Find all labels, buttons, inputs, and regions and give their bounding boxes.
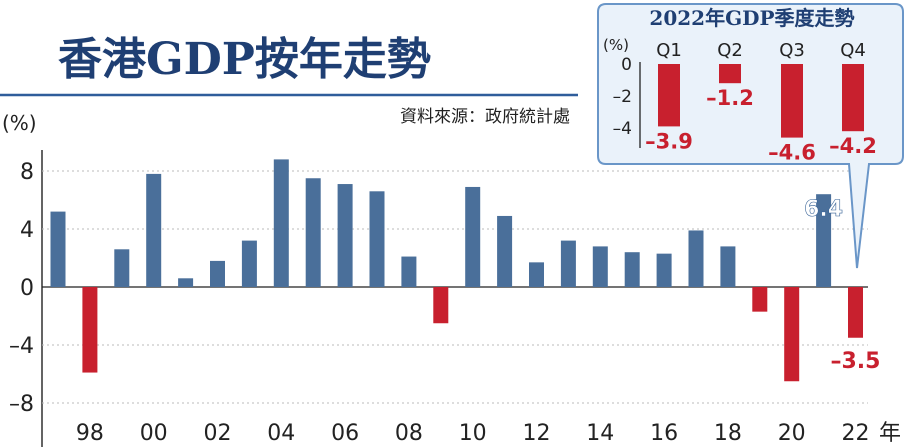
x-tick-label: 20 bbox=[778, 421, 806, 446]
y-tick-labels: 8 4 0 –4 –8 bbox=[9, 160, 34, 417]
page-title: 香港GDP按年走勢 bbox=[58, 34, 431, 85]
bar-1998 bbox=[82, 287, 98, 373]
x-tick-label: 04 bbox=[267, 421, 295, 446]
main-ylabel: (%) bbox=[2, 111, 37, 135]
inset-bars bbox=[658, 64, 864, 138]
y-tick-label: 0 bbox=[20, 276, 34, 301]
bar-2007 bbox=[369, 191, 385, 287]
inset-data-label-Q1: –3.9 bbox=[645, 129, 693, 153]
quarterly-inset: 2022年GDP季度走勢 (%) 0 –2 –4 Q1 Q2 Q3 Q4 –3.9 –1.2… bbox=[597, 3, 904, 269]
inset-y-tick-label: –4 bbox=[613, 119, 632, 139]
x-tick-label: 12 bbox=[523, 421, 551, 446]
bar-2011 bbox=[497, 215, 513, 287]
x-tick-label: 18 bbox=[714, 421, 742, 446]
bar-2002 bbox=[210, 260, 225, 287]
inset-bar-Q2 bbox=[719, 64, 741, 84]
x-tick-label: 02 bbox=[204, 421, 232, 446]
inset-quarter-label: Q1 bbox=[656, 40, 682, 61]
bar-2004 bbox=[273, 159, 289, 287]
x-tick-labels: 98 00 02 04 06 08 10 12 14 16 18 20 22 bbox=[76, 421, 870, 446]
bar-2000 bbox=[146, 173, 162, 287]
bar-2016 bbox=[656, 253, 672, 287]
bar-2009 bbox=[433, 287, 449, 324]
y-tick-label: 8 bbox=[20, 160, 34, 185]
data-labels: 6.4 –3.5 bbox=[804, 197, 881, 374]
bar-2022 bbox=[848, 287, 863, 338]
bar-2021 bbox=[816, 194, 832, 287]
x-axis-unit: 年 bbox=[879, 421, 901, 446]
bar-2001 bbox=[178, 278, 194, 287]
bars bbox=[50, 159, 863, 382]
inset-title: 2022年GDP季度走勢 bbox=[649, 6, 854, 30]
inset-quarter-label: Q4 bbox=[840, 40, 866, 61]
x-tick-label: 98 bbox=[76, 421, 104, 446]
bar-1999 bbox=[114, 249, 130, 287]
source-note: 資料來源：政府統計處 bbox=[400, 107, 570, 127]
bar-2017 bbox=[688, 230, 704, 287]
x-tick-label: 10 bbox=[459, 421, 487, 446]
x-tick-label: 06 bbox=[331, 421, 359, 446]
x-tick-label: 14 bbox=[586, 421, 614, 446]
data-label-2022: –3.5 bbox=[831, 349, 881, 374]
gridlines bbox=[42, 170, 868, 404]
bar-2012 bbox=[529, 262, 544, 287]
bar-2010 bbox=[465, 186, 481, 287]
annual-gdp-chart: 8 4 0 –4 –8 98 00 02 04 06 08 10 12 14 16 18 20 22 6.4 –3… bbox=[9, 150, 901, 447]
inset-quarter-label: Q3 bbox=[779, 40, 805, 61]
bar-2018 bbox=[720, 246, 736, 287]
y-tick-label: 4 bbox=[20, 218, 34, 243]
inset-data-label-Q2: –1.2 bbox=[706, 86, 754, 110]
inset-y-tick-label: –2 bbox=[613, 87, 632, 107]
bar-2020 bbox=[784, 287, 800, 382]
bar-1997 bbox=[50, 211, 66, 287]
inset-ylabel: (%) bbox=[603, 36, 629, 54]
x-tick-label: 08 bbox=[395, 421, 423, 446]
bar-2008 bbox=[401, 256, 417, 287]
bar-2006 bbox=[337, 184, 353, 287]
inset-data-label-Q4: –4.2 bbox=[829, 134, 877, 158]
bar-2013 bbox=[560, 240, 576, 287]
bar-2015 bbox=[624, 252, 640, 287]
inset-quarter-label: Q2 bbox=[717, 40, 743, 61]
bar-2019 bbox=[752, 287, 768, 312]
inset-y-tick-labels: 0 –2 –4 bbox=[613, 55, 632, 139]
inset-data-labels: –3.9 –1.2 –4.6 –4.2 bbox=[645, 86, 877, 164]
data-label-2021: 6.4 bbox=[804, 197, 843, 222]
inset-bar-Q4 bbox=[842, 64, 864, 132]
x-tick-label: 16 bbox=[650, 421, 678, 446]
bar-2005 bbox=[305, 178, 321, 287]
bar-2003 bbox=[241, 240, 257, 287]
inset-bar-Q3 bbox=[781, 64, 803, 138]
inset-quarter-labels: Q1 Q2 Q3 Q4 bbox=[656, 40, 866, 61]
x-tick-label: 00 bbox=[140, 421, 168, 446]
x-tick-label: 22 bbox=[842, 421, 870, 446]
bar-2014 bbox=[592, 246, 608, 287]
inset-y-tick-label: 0 bbox=[621, 55, 632, 75]
y-tick-label: –8 bbox=[9, 392, 34, 417]
inset-data-label-Q3: –4.6 bbox=[768, 141, 816, 165]
inset-bar-Q1 bbox=[658, 64, 680, 127]
y-tick-label: –4 bbox=[9, 334, 34, 359]
